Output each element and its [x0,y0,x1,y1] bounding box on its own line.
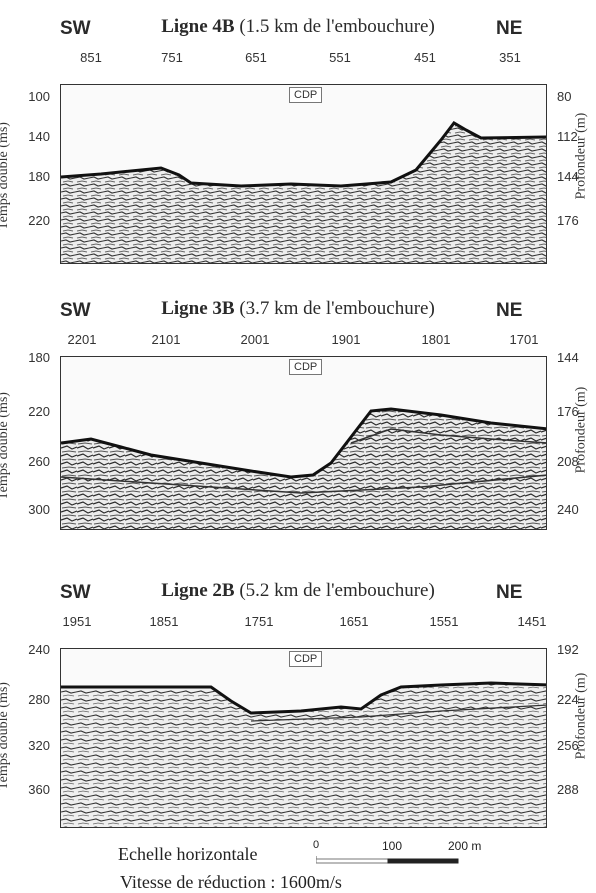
sw-label: SW [60,18,91,39]
time-tick: 100 [28,89,50,104]
line-name: Ligne 4B [161,16,235,37]
seismic-profile-graphic [61,407,546,529]
ne-label: NE [496,18,523,39]
depth-tick: 176 [557,213,579,228]
cdp-tick: 551 [329,50,351,65]
line-location: (5.2 km de l'embouchure) [234,580,435,601]
scale-tick: 100 [382,839,403,853]
depth-tick: 208 [557,454,579,469]
time-axis-label: Temps double (ms) [0,392,11,500]
velocity-note: Vitesse de réduction : 1600m/s [120,872,342,892]
time-axis-label: Temps double (ms) [0,122,11,230]
panel-title: Ligne 3B (3.7 km de l'embouchure) [0,298,596,320]
time-tick: 300 [28,502,50,517]
panel-header: SW Ligne 3B (3.7 km de l'embouchure) NE [0,298,596,340]
cdp-tick: 1551 [429,614,459,629]
line-location: (1.5 km de l'embouchure) [234,16,435,37]
panel-ligne-3b: SW Ligne 3B (3.7 km de l'embouchure) NE … [0,298,596,540]
time-tick: 320 [28,738,50,753]
cdp-tick: 1801 [421,332,451,347]
cdp-tick: 1701 [509,332,539,347]
ne-label: NE [496,300,523,321]
depth-tick: 80 [557,89,572,104]
seismic-section: CDP [60,356,547,530]
panel-ligne-4b: SW Ligne 4B (1.5 km de l'embouchure) NE … [0,16,596,264]
time-tick: 240 [28,642,50,657]
depth-tick: 144 [557,350,579,365]
panel-ligne-2b: SW Ligne 2B (5.2 km de l'embouchure) NE … [0,580,596,832]
depth-tick: 256 [557,738,579,753]
cdp-tick: 1901 [331,332,361,347]
scale-bar [316,856,459,864]
time-axis-label: Temps double (ms) [0,682,11,790]
depth-tick: 112 [557,129,578,144]
depth-tick: 240 [557,502,579,517]
depth-axis-label: Profondeur (m) [573,112,589,200]
line-name: Ligne 2B [161,580,235,601]
horizontal-scale: Echelle horizontale 0 100 200 m [118,839,538,872]
cdp-tick-labels: 851 751 651 551 451 351 [0,50,596,70]
cdp-tick: 2001 [240,332,270,347]
time-tick: 180 [28,350,50,365]
time-tick: 220 [28,404,50,419]
seismic-profile-graphic [61,121,546,263]
sw-label: SW [60,582,91,603]
depth-tick: 144 [557,169,579,184]
line-name: Ligne 3B [161,298,235,319]
seismic-section: CDP [60,648,547,828]
cdp-tick: 2201 [67,332,97,347]
cdp-tick: 851 [80,50,102,65]
cdp-tick: 451 [414,50,436,65]
panel-title: Ligne 4B (1.5 km de l'embouchure) [0,16,596,38]
time-tick: 140 [28,129,50,144]
cdp-tick: 1451 [517,614,547,629]
time-tick: 260 [28,454,50,469]
panel-title: Ligne 2B (5.2 km de l'embouchure) [0,580,596,602]
time-tick: 360 [28,782,50,797]
cdp-tick-labels: 1951 1851 1751 1651 1551 1451 [0,614,596,634]
cdp-box: CDP [289,87,323,103]
cdp-tick: 2101 [151,332,181,347]
seismic-profile-graphic [61,681,546,827]
scale-label: Echelle horizontale [118,844,258,864]
sw-label: SW [60,300,91,321]
scale-tick: 0 [313,839,320,851]
depth-tick: 192 [557,642,579,657]
seismic-section: CDP [60,84,547,264]
ne-label: NE [496,582,523,603]
depth-tick: 224 [557,692,579,707]
cdp-box: CDP [289,651,323,667]
cdp-tick: 351 [499,50,521,65]
depth-axis-label: Profondeur (m) [573,386,589,474]
cdp-tick: 1651 [339,614,369,629]
cdp-tick: 651 [245,50,267,65]
depth-axis-label: Profondeur (m) [573,672,589,760]
time-tick: 220 [28,213,50,228]
cdp-tick: 1951 [62,614,92,629]
cdp-tick: 1751 [244,614,274,629]
cdp-tick: 751 [161,50,183,65]
depth-tick: 288 [557,782,579,797]
line-location: (3.7 km de l'embouchure) [234,298,435,319]
time-tick: 280 [28,692,50,707]
panel-header: SW Ligne 4B (1.5 km de l'embouchure) NE [0,16,596,58]
cdp-tick: 1851 [149,614,179,629]
cdp-tick-labels: 2201 2101 2001 1901 1801 1701 [0,332,596,352]
cdp-box: CDP [289,359,323,375]
scale-tick: 200 m [448,839,482,853]
depth-tick: 176 [557,404,579,419]
time-tick: 180 [28,169,50,184]
panel-header: SW Ligne 2B (5.2 km de l'embouchure) NE [0,580,596,622]
